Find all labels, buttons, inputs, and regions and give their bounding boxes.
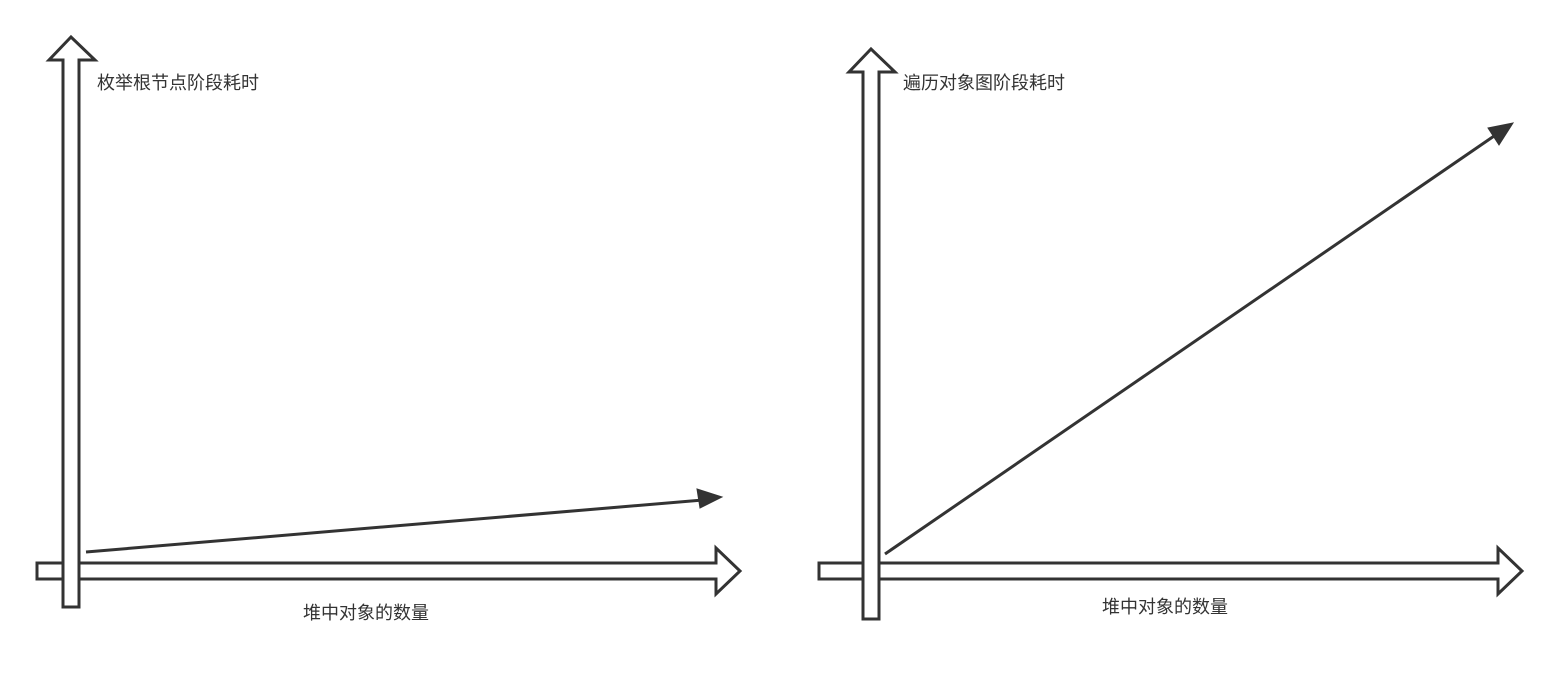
left-trend-line (85, 498, 704, 554)
right-chart: 遍历对象图阶段耗时 堆中对象的数量 (817, 46, 1525, 621)
right-y-axis-arrow (845, 46, 899, 621)
left-trend-arrowhead (696, 488, 724, 509)
left-y-axis-label: 枚举根节点阶段耗时 (97, 73, 259, 94)
right-trend-arrowhead (1487, 122, 1515, 146)
left-chart: 枚举根节点阶段耗时 堆中对象的数量 (35, 34, 743, 624)
right-y-axis-label: 遍历对象图阶段耗时 (903, 73, 1065, 94)
left-x-axis-label: 堆中对象的数量 (303, 603, 429, 624)
right-x-axis-label: 堆中对象的数量 (1102, 597, 1228, 618)
left-x-axis-arrow (35, 544, 743, 598)
left-y-axis-arrow (45, 34, 99, 609)
right-x-axis-arrow (817, 544, 1525, 598)
right-trend-line (884, 132, 1498, 556)
